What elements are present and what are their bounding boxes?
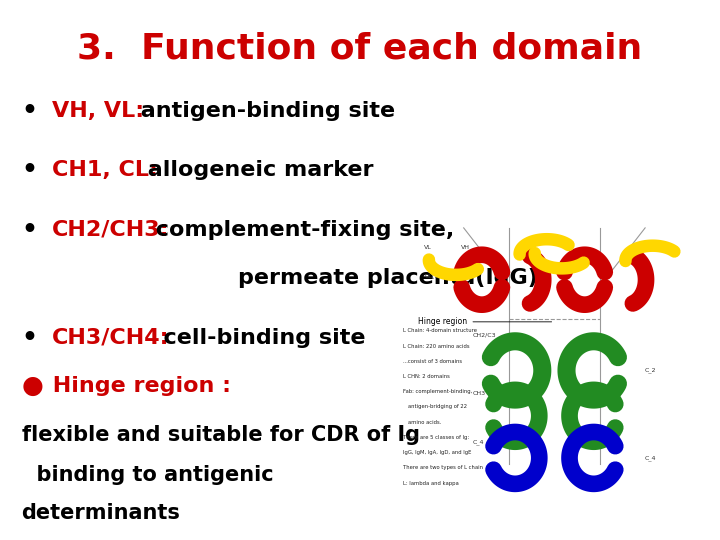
Text: L Chain: 220 amino acids: L Chain: 220 amino acids <box>403 343 470 348</box>
Text: There are 5 classes of Ig:: There are 5 classes of Ig: <box>403 435 469 440</box>
Text: 3.  Function of each domain: 3. Function of each domain <box>77 32 643 65</box>
Text: VH: VH <box>461 245 469 250</box>
Text: C_2: C_2 <box>645 368 657 373</box>
Text: Fab: complement-binding,: Fab: complement-binding, <box>403 389 472 394</box>
Text: ●: ● <box>22 374 43 398</box>
Text: There are two types of L chain: There are two types of L chain <box>403 465 483 470</box>
Text: ...consist of 3 domains: ...consist of 3 domains <box>403 359 462 364</box>
Text: Hinge region :: Hinge region : <box>45 376 230 396</box>
Text: CL(1): CL(1) <box>424 274 441 279</box>
Text: C_4: C_4 <box>473 439 485 444</box>
Text: CH2/C3: CH2/C3 <box>473 332 496 338</box>
Text: amino acids.: amino acids. <box>403 420 441 424</box>
Text: CH1, CL:: CH1, CL: <box>52 160 158 180</box>
Text: C_4: C_4 <box>645 455 657 461</box>
Text: determinants: determinants <box>22 503 181 523</box>
Text: VL: VL <box>424 245 432 250</box>
Text: •: • <box>22 218 37 241</box>
Text: CH2/CH3:: CH2/CH3: <box>52 219 169 240</box>
Text: L: lambda and kappa: L: lambda and kappa <box>403 481 459 485</box>
Text: L CHN: 2 domains: L CHN: 2 domains <box>403 374 450 379</box>
Text: allogeneic marker: allogeneic marker <box>140 160 374 180</box>
Text: binding to antigenic: binding to antigenic <box>22 465 273 485</box>
Text: VH, VL:: VH, VL: <box>52 100 144 121</box>
Text: complement-fixing site,: complement-fixing site, <box>148 219 454 240</box>
Text: CH3: CH3 <box>473 390 486 396</box>
Text: flexible and suitable for CDR of Ig: flexible and suitable for CDR of Ig <box>22 424 420 445</box>
Text: cell-binding site: cell-binding site <box>148 327 365 348</box>
Text: CH1: CH1 <box>461 274 474 279</box>
Text: antigen-binding site: antigen-binding site <box>133 100 395 121</box>
Text: permeate placenta(IgG): permeate placenta(IgG) <box>238 268 537 288</box>
Text: •: • <box>22 99 37 123</box>
Text: L Chain: 4-domain structure: L Chain: 4-domain structure <box>403 328 477 333</box>
Text: IgG, IgM, IgA, IgD, and IgE: IgG, IgM, IgA, IgD, and IgE <box>403 450 472 455</box>
Text: •: • <box>22 158 37 182</box>
Text: Hinge region: Hinge region <box>418 318 552 326</box>
Text: •: • <box>22 326 37 349</box>
Text: CH3/CH4:: CH3/CH4: <box>52 327 169 348</box>
Text: antigen-bridging of 22: antigen-bridging of 22 <box>403 404 467 409</box>
